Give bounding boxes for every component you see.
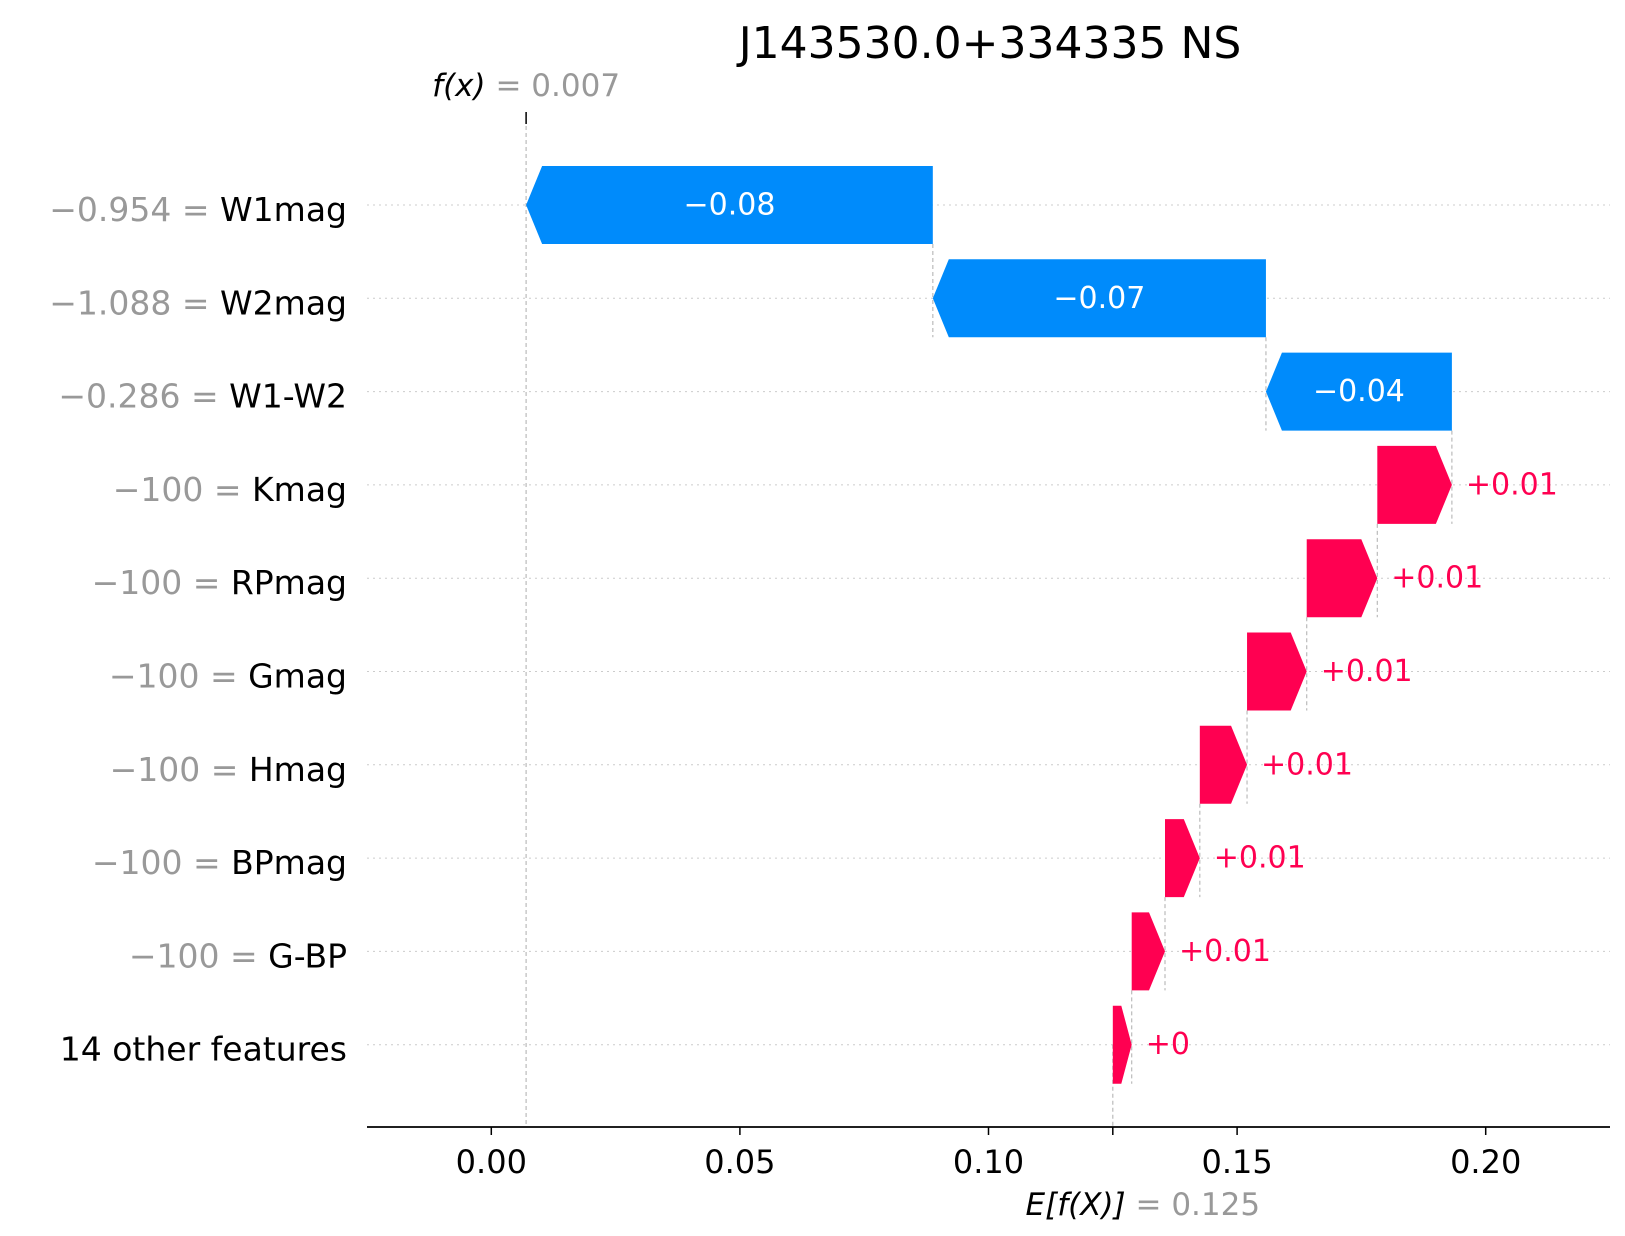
feature-labels: −0.954 = W1mag −1.088 = W2mag −0.286 = W1-… bbox=[49, 190, 347, 1069]
bar-labels: −0.08 −0.07 −0.04 +0.01 +0.01 +0.01 +0.01 +0.01… bbox=[683, 188, 1557, 1063]
feature-value: −100 = bbox=[110, 749, 249, 788]
x-tick-label: 0.15 bbox=[1201, 1143, 1272, 1181]
feature-label: −0.286 = W1-W2 bbox=[58, 376, 347, 415]
efx-value: = 0.125 bbox=[1135, 1187, 1260, 1223]
feature-value: −100 = bbox=[92, 563, 231, 602]
feature-name: W1mag bbox=[220, 190, 347, 229]
feature-name: 14 other features bbox=[60, 1029, 347, 1068]
bar-label: −0.07 bbox=[1053, 281, 1145, 316]
feature-name: RPmag bbox=[231, 563, 347, 602]
feature-label: −100 = Kmag bbox=[113, 469, 347, 508]
x-tick-label: 0.05 bbox=[704, 1143, 775, 1181]
feature-label: −100 = RPmag bbox=[92, 563, 347, 602]
feature-label: −100 = Hmag bbox=[110, 749, 347, 788]
feature-label: 14 other features bbox=[60, 1029, 347, 1068]
feature-label: −1.088 = W2mag bbox=[49, 283, 347, 322]
fx-annotation: f(x) = 0.007 bbox=[432, 68, 620, 104]
annotations: f(x) = 0.007 E[f(X)] = 0.125 bbox=[432, 68, 1260, 1223]
feature-value: −100 = bbox=[113, 469, 252, 508]
chart-title: J143530.0+334335 NS bbox=[736, 18, 1242, 69]
feature-value: −100 = bbox=[109, 656, 248, 695]
bar-gmag bbox=[1247, 632, 1307, 711]
bar-label: +0.01 bbox=[1261, 747, 1353, 782]
bar-rpmag bbox=[1306, 539, 1378, 618]
feature-label: −100 = BPmag bbox=[92, 843, 347, 882]
bar-g-bp bbox=[1131, 912, 1166, 991]
feature-name: Hmag bbox=[249, 749, 347, 788]
feature-label: −0.954 = W1mag bbox=[49, 190, 347, 229]
bar-label: +0 bbox=[1146, 1027, 1190, 1062]
bar-w1-w2 bbox=[1265, 352, 1452, 431]
feature-name: W1-W2 bbox=[229, 376, 347, 415]
feature-name: BPmag bbox=[231, 843, 347, 882]
bar-label: +0.01 bbox=[1179, 934, 1271, 969]
efx-label: E[f(X)] bbox=[1026, 1187, 1136, 1223]
feature-value: −100 = bbox=[92, 843, 231, 882]
connector-lines bbox=[525, 112, 1453, 1127]
bar-label: +0.01 bbox=[1214, 841, 1306, 876]
x-axis: 0.00 0.05 0.10 0.15 0.20 bbox=[367, 112, 1610, 1181]
feature-name: G-BP bbox=[268, 936, 347, 975]
bar-w2mag bbox=[932, 259, 1266, 338]
bar-bpmag bbox=[1165, 819, 1200, 898]
feature-name: W2mag bbox=[220, 283, 347, 322]
feature-label: −100 = Gmag bbox=[109, 656, 347, 695]
bar-label: −0.08 bbox=[683, 188, 775, 223]
bar-14-other-features bbox=[1112, 1005, 1132, 1084]
feature-value: −0.954 = bbox=[49, 190, 220, 229]
feature-name: Gmag bbox=[248, 656, 347, 695]
feature-name: Kmag bbox=[252, 469, 347, 508]
bar-label: −0.04 bbox=[1313, 374, 1405, 409]
feature-value: −1.088 = bbox=[49, 283, 220, 322]
feature-value: −0.286 = bbox=[58, 376, 229, 415]
bar-w1mag bbox=[526, 166, 933, 244]
bar-label: +0.01 bbox=[1321, 654, 1413, 689]
x-tick-label: 0.00 bbox=[456, 1143, 527, 1181]
bar-label: +0.01 bbox=[1466, 467, 1558, 502]
x-tick-label: 0.20 bbox=[1450, 1143, 1521, 1181]
bar-label: +0.01 bbox=[1391, 561, 1483, 596]
fx-value: = 0.007 bbox=[495, 68, 620, 104]
bar-hmag bbox=[1199, 725, 1248, 804]
bars bbox=[526, 166, 1452, 1084]
fx-label: f(x) bbox=[432, 68, 495, 104]
efx-annotation: E[f(X)] = 0.125 bbox=[1026, 1187, 1261, 1223]
feature-label: −100 = G-BP bbox=[129, 936, 347, 975]
feature-value: −100 = bbox=[129, 936, 268, 975]
x-tick-label: 0.10 bbox=[953, 1143, 1024, 1181]
bar-kmag bbox=[1377, 445, 1452, 524]
